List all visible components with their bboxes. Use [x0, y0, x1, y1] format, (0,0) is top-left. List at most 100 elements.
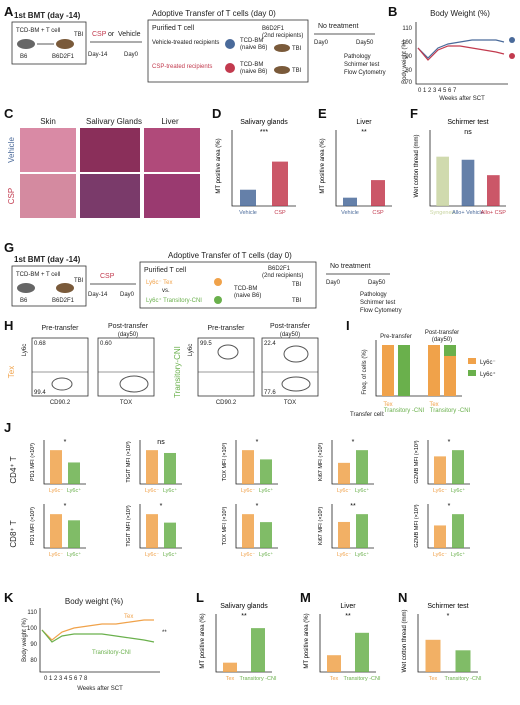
vehicle-label: Vehicle	[118, 31, 141, 38]
tick-label: Ly6c⁺	[163, 487, 177, 494]
g-adoptive-box	[139, 261, 317, 309]
j-ylabel: TIGIT MFI (×10³)	[126, 441, 132, 482]
g-day14: Day-14	[88, 292, 108, 298]
tick-label: CSP	[372, 210, 384, 216]
first-bmt-label: 1st BMT (day -14)	[14, 11, 81, 20]
tick: 110	[402, 26, 412, 32]
legend-csp-icon	[509, 53, 515, 59]
i-xlab: Transfer cell:	[350, 412, 385, 418]
panel-label-c: C	[4, 106, 14, 121]
j-sig: *	[352, 439, 355, 446]
bar-transitory-cni	[455, 650, 471, 672]
legend-swatch-ly6c-neg	[468, 358, 476, 364]
mouse-icon	[274, 44, 290, 52]
liver-csp-image	[144, 174, 200, 218]
q-trn-pre-top: 99.5	[200, 341, 212, 347]
chart-j: PD1 MFI (×10³) Ly6c⁻ Ly6c⁺ * TIGIT MFI (×10³…	[30, 439, 470, 558]
j-ylabel: TIGIT MFI (×10³)	[126, 505, 132, 546]
e-title: Liver	[356, 119, 372, 126]
bar-ly6c-pos	[260, 522, 272, 548]
tick-label: Ly6c⁻	[241, 552, 255, 558]
tcd-bm-label: TCD-BM	[240, 38, 263, 44]
purified-label: Purified T cell	[152, 25, 195, 32]
tick-label: Ly6c⁺	[67, 551, 81, 558]
panel-label-a: A	[4, 4, 14, 19]
h-pre-2: Pre-transfer	[208, 325, 246, 332]
i-bar-tex-post	[428, 345, 440, 396]
col-liver: Liver	[161, 117, 179, 126]
bar-ly6c-pos	[68, 520, 80, 548]
scheme-a: 1st BMT (day -14) TCD-BM + T cell TBI B6…	[11, 9, 386, 83]
contour	[283, 345, 309, 363]
chart-m: Liver MT positive area (%) Tex Transitory -…	[304, 603, 381, 682]
csp-label: CSP	[92, 31, 107, 38]
tick-label: Tex	[226, 676, 235, 682]
bar-vehicle	[240, 189, 256, 206]
bar-syngeneic	[436, 156, 449, 206]
liver-vehicle-image	[144, 128, 200, 172]
bar-ly6c-pos	[452, 450, 464, 484]
chart-l: Salivary glands MT positive area (%) Tex Tr…	[200, 603, 277, 682]
tick-label: Ly6c⁺	[451, 551, 465, 558]
bar-tex	[223, 662, 237, 672]
salivary-vehicle-image	[80, 128, 140, 172]
tick-label: Ly6c⁻	[337, 488, 351, 494]
tbi-label-2: TBI	[292, 46, 302, 52]
g-readout-2: Schirmer test	[360, 300, 396, 306]
n-sig: *	[447, 613, 450, 620]
j-ylabel: TOX MFI (×10³)	[222, 443, 228, 482]
g-tbi-3: TBI	[292, 298, 302, 304]
bar-ly6c-neg	[338, 462, 350, 484]
tick: 100	[27, 626, 38, 632]
k-title: Body weight (%)	[65, 597, 124, 606]
contour	[51, 377, 73, 391]
trn-cell-icon	[214, 296, 222, 304]
tick: 90	[30, 642, 37, 648]
g-b6d2f1: B6D2F1	[52, 298, 75, 304]
q-trn-post-top: 22.4	[264, 341, 276, 347]
tick-label: Ly6c⁺	[259, 551, 273, 558]
k-axes	[39, 608, 160, 673]
d-title: Salivary glands	[240, 119, 288, 126]
j-sig: *	[256, 503, 259, 510]
tick-label: Ly6c⁻	[49, 488, 63, 494]
e-ylabel: MT positive area (%)	[320, 138, 326, 193]
h-tex-label: Tex	[7, 366, 16, 378]
i-bar-trn-post-top	[444, 345, 456, 356]
tick: 90	[405, 54, 412, 60]
mouse-icon	[56, 39, 74, 49]
tick: 100	[402, 40, 413, 46]
tick: 0 1 2 3 4 5 6 7 8	[44, 676, 88, 682]
g-d50: Day50	[368, 280, 386, 286]
k-xlabel: Weeks after SCT	[77, 686, 123, 692]
j-sig: ns	[157, 439, 165, 446]
tick-label: Transitory -CNI	[343, 676, 381, 682]
panel-label-h: H	[4, 318, 13, 333]
g-second: B6D2F1	[268, 266, 291, 272]
h-ly6c-2: Ly6c	[188, 344, 194, 356]
tick: 80	[405, 68, 412, 74]
d50-label: Day50	[356, 40, 374, 46]
f-axes	[429, 130, 506, 207]
chart-k: Body weight (%) Body weight (%) 110 100 …	[22, 597, 167, 692]
bar-ly6c-pos	[164, 522, 176, 548]
g-tcd-bm: TCD-BM	[234, 286, 257, 292]
g-no-treat: No treatment	[330, 263, 371, 270]
chart-b-title: Body Weight (%)	[430, 9, 490, 18]
chart-b: Body Weight (%) Body weight (%) 110 100 …	[402, 9, 515, 102]
i-leg2: Ly6c⁺	[480, 371, 496, 378]
csp-cell-icon	[225, 63, 235, 73]
i-x4: Transitory -CNI	[430, 408, 471, 414]
salivary-csp-image	[80, 174, 140, 218]
m-title: Liver	[340, 603, 356, 610]
bar-ly6c-neg	[338, 521, 350, 548]
tick-label: Ly6c⁻	[145, 488, 159, 494]
i-x2: Transitory -CNI	[384, 408, 425, 414]
tick-label: Transitory -CNI	[444, 676, 482, 682]
panel-label-b: B	[388, 4, 397, 19]
bar-ly6c-pos	[260, 459, 272, 484]
tbi-label-3: TBI	[292, 68, 302, 74]
scheme-g: 1st BMT (day -14) TCD-BM + T cell TBI B6…	[11, 251, 402, 314]
k-sig: **	[162, 630, 167, 636]
panel-label-i: I	[346, 318, 350, 333]
